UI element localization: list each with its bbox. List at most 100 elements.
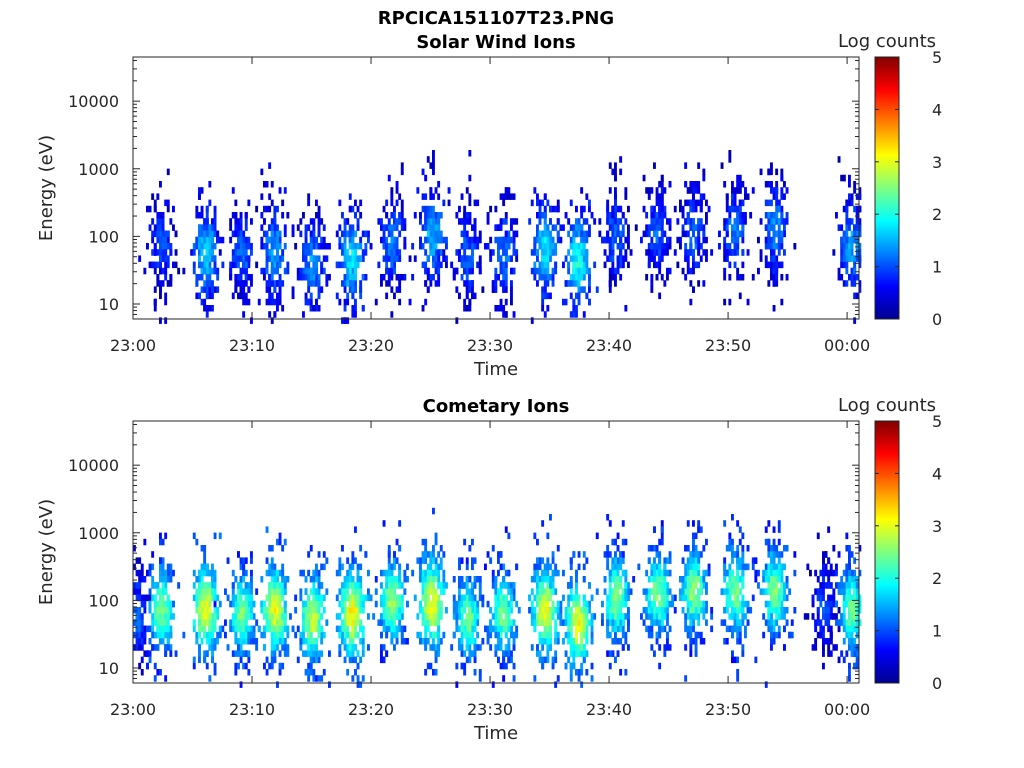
heatmap-cell — [200, 576, 204, 583]
heatmap-cell — [494, 286, 498, 293]
heatmap-cell — [611, 274, 615, 281]
heatmap-cell — [335, 569, 339, 577]
heatmap-cell — [840, 243, 844, 250]
heatmap-cell — [211, 255, 214, 262]
heatmap-cell — [265, 613, 269, 620]
heatmap-cell — [463, 249, 467, 256]
heatmap-cell — [268, 162, 272, 169]
heatmap-cell — [398, 563, 402, 571]
heatmap-cell — [268, 600, 272, 608]
heatmap-cell — [439, 582, 443, 589]
heatmap-cell — [390, 631, 394, 639]
heatmap-cell — [346, 557, 350, 564]
heatmap-cell — [213, 243, 217, 250]
heatmap-cell — [421, 168, 425, 176]
heatmap-cell — [200, 588, 204, 595]
heatmap-cell — [413, 212, 417, 219]
heatmap-cell — [166, 569, 170, 577]
heatmap-cell — [764, 261, 768, 269]
heatmap-cell — [554, 243, 558, 250]
heatmap-cell — [512, 218, 516, 225]
heatmap-cell — [260, 168, 264, 176]
heatmap-cell — [419, 631, 422, 639]
heatmap-cell — [655, 243, 659, 250]
heatmap-cell — [400, 600, 404, 608]
heatmap-cell — [169, 613, 173, 620]
heatmap-cell — [354, 243, 357, 250]
heatmap-cell — [348, 631, 352, 639]
heatmap-cell — [777, 230, 781, 238]
heatmap-cell — [840, 261, 844, 269]
heatmap-cell — [164, 675, 168, 682]
heatmap-cell — [320, 613, 324, 620]
heatmap-cell — [138, 625, 142, 633]
heatmap-cell — [465, 576, 469, 583]
heatmap-cell — [858, 243, 862, 250]
heatmap-cell — [385, 576, 389, 583]
heatmap-cell — [153, 249, 157, 256]
heatmap-cell — [733, 199, 737, 207]
heatmap-cell — [473, 600, 477, 608]
heatmap-cell — [845, 255, 849, 262]
heatmap-cell — [419, 607, 422, 614]
heatmap-cell — [247, 243, 251, 250]
heatmap-cell — [161, 625, 165, 633]
heatmap-cell — [354, 625, 357, 633]
heatmap-cell — [403, 236, 407, 244]
heatmap-cell — [575, 243, 578, 250]
heatmap-cell — [590, 212, 594, 219]
heatmap-cell — [309, 631, 313, 639]
heatmap-cell — [780, 274, 784, 281]
heatmap-cell — [208, 286, 212, 293]
heatmap-cell — [250, 551, 253, 558]
heatmap-cell — [536, 224, 539, 231]
heatmap-cell — [463, 218, 467, 225]
heatmap-cell — [699, 199, 703, 207]
heatmap-cell — [546, 199, 550, 207]
heatmap-cell — [268, 255, 272, 262]
heatmap-cell — [772, 243, 776, 250]
heatmap-cell — [650, 286, 654, 293]
heatmap-cell — [387, 588, 391, 595]
heatmap-cell — [611, 224, 615, 231]
heatmap-cell — [341, 249, 344, 256]
heatmap-cell — [502, 243, 506, 250]
heatmap-cell — [770, 168, 773, 176]
heatmap-cell — [530, 199, 534, 207]
heatmap-cell — [343, 305, 347, 312]
heatmap-cell — [393, 261, 396, 269]
heatmap-cell — [208, 261, 212, 269]
heatmap-cell — [276, 607, 279, 614]
heatmap-cell — [281, 199, 285, 207]
heatmap-cell — [507, 236, 511, 244]
heatmap-cell — [239, 274, 243, 281]
heatmap-cell — [302, 569, 305, 577]
heatmap-cell — [153, 286, 157, 293]
heatmap-cell — [502, 218, 506, 225]
heatmap-cell — [307, 631, 311, 639]
heatmap-cell — [309, 662, 313, 670]
heatmap-cell — [504, 230, 508, 238]
heatmap-cell — [200, 298, 204, 306]
heatmap-cell — [304, 230, 308, 238]
heatmap-cell — [270, 631, 274, 639]
heatmap-cell — [770, 218, 773, 225]
heatmap-cell — [567, 267, 571, 275]
heatmap-cell — [569, 311, 573, 318]
heatmap-cell — [270, 582, 274, 589]
heatmap-cell — [270, 576, 274, 583]
heatmap-cell — [276, 255, 279, 262]
heatmap-cell — [731, 224, 734, 231]
heatmap-cell — [247, 199, 251, 207]
heatmap-cell — [536, 199, 539, 207]
heatmap-cell — [850, 267, 854, 275]
heatmap-cell — [421, 538, 425, 546]
heatmap-cell — [315, 675, 318, 682]
heatmap-cell — [231, 255, 235, 262]
heatmap-cell — [692, 230, 695, 238]
heatmap-cell — [317, 631, 321, 639]
heatmap-cell — [200, 243, 204, 250]
heatmap-cell — [255, 619, 259, 626]
heatmap-cell — [530, 249, 534, 256]
heatmap-cell — [434, 255, 438, 262]
